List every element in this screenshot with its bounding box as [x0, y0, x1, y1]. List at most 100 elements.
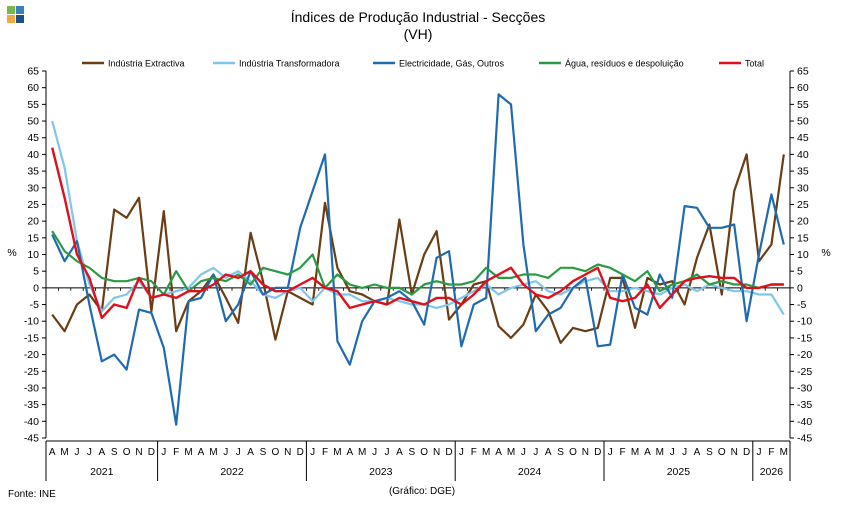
month-label: A: [694, 447, 701, 458]
y-tick-label-right: -40: [797, 416, 812, 428]
month-label: J: [385, 447, 390, 458]
y-tick-label-left: 25: [27, 199, 39, 211]
month-label: J: [533, 447, 538, 458]
y-tick-label-left: 5: [33, 266, 39, 278]
legend-label-5: Total: [745, 59, 764, 69]
month-label: F: [620, 447, 626, 458]
month-label: J: [608, 447, 613, 458]
month-label: A: [98, 447, 105, 458]
month-label: N: [731, 447, 738, 458]
y-tick-label-right: 30: [797, 182, 809, 194]
month-label: A: [644, 447, 651, 458]
month-label: J: [372, 447, 377, 458]
y-tick-label-right: -35: [797, 399, 812, 411]
series-line-5: [51, 147, 784, 320]
y-tick-label-left: -5: [30, 299, 39, 311]
month-label: S: [706, 447, 713, 458]
month-label: F: [768, 447, 774, 458]
series-line-2: [51, 120, 785, 316]
y-tick-label-left: 10: [27, 249, 39, 261]
month-label: J: [757, 447, 762, 458]
month-label: M: [60, 447, 68, 458]
series-line-1: [51, 153, 785, 344]
legend-label-4: Água, resíduos e despoluição: [565, 59, 684, 69]
month-label: J: [161, 447, 166, 458]
month-label: A: [396, 447, 403, 458]
month-label: M: [780, 447, 788, 458]
month-label: D: [445, 447, 452, 458]
y-tick-label-left: -10: [24, 316, 39, 328]
series-line-4: [51, 230, 784, 296]
month-label: F: [471, 447, 477, 458]
y-tick-label-right: -30: [797, 382, 812, 394]
month-label: D: [743, 447, 750, 458]
year-label: 2021: [90, 466, 114, 478]
y-tick-label-right: -25: [797, 366, 812, 378]
month-label: D: [148, 447, 155, 458]
month-label: J: [236, 447, 241, 458]
month-label: M: [482, 447, 490, 458]
y-tick-label-right: 35: [797, 166, 809, 178]
month-label: S: [260, 447, 267, 458]
y-tick-label-left: -40: [24, 416, 39, 428]
chart-subtitle: (VH): [404, 26, 433, 42]
month-label: M: [631, 447, 639, 458]
y-tick-label-left: -20: [24, 349, 39, 361]
y-tick-label-right: 5: [797, 266, 803, 278]
year-label: 2025: [667, 466, 691, 478]
month-label: J: [310, 447, 315, 458]
legend-label-3: Electricidade, Gás, Outros: [399, 59, 505, 69]
y-tick-label-right: 25: [797, 199, 809, 211]
month-label: O: [272, 447, 280, 458]
chart-title: Índices de Produção Industrial - Secções: [291, 9, 545, 25]
y-tick-label-right: 0: [797, 282, 803, 294]
y-tick-label-left: -15: [24, 332, 39, 344]
y-tick-label-right: 50: [797, 116, 809, 128]
month-label: S: [111, 447, 118, 458]
y-tick-label-left: 45: [27, 132, 39, 144]
y-tick-label-right: -5: [797, 299, 806, 311]
y-tick-label-left: 50: [27, 116, 39, 128]
series-line-3: [51, 93, 785, 426]
year-label: 2022: [220, 466, 244, 478]
month-label: N: [433, 447, 440, 458]
month-label: A: [49, 447, 56, 458]
month-label: J: [87, 447, 92, 458]
y-tick-label-left: -35: [24, 399, 39, 411]
month-label: F: [322, 447, 328, 458]
month-label: J: [459, 447, 464, 458]
logo: [7, 6, 24, 23]
month-label: J: [75, 447, 80, 458]
y-axis-label-right: %: [821, 247, 830, 259]
y-tick-label-right: 65: [797, 66, 809, 78]
legend: Indústria Extractiva Indústria Transforma…: [82, 59, 764, 69]
y-tick-label-left: 0: [33, 282, 39, 294]
y-tick-label-left: 35: [27, 166, 39, 178]
year-label: 2023: [369, 466, 393, 478]
y-tick-label-right: 45: [797, 132, 809, 144]
month-label: A: [495, 447, 502, 458]
logo-square-3: [7, 15, 15, 23]
month-label: O: [718, 447, 726, 458]
month-label: M: [333, 447, 341, 458]
source-note: Fonte: INE: [8, 489, 56, 500]
month-label: M: [184, 447, 192, 458]
y-tick-label-right: 55: [797, 99, 809, 111]
y-tick-label-right: 15: [797, 232, 809, 244]
month-label: D: [594, 447, 601, 458]
month-label: N: [284, 447, 291, 458]
month-label: N: [135, 447, 142, 458]
legend-label-2: Indústria Transformadora: [239, 59, 340, 69]
month-label: J: [521, 447, 526, 458]
year-label: 2026: [760, 466, 784, 478]
year-label: 2024: [518, 466, 542, 478]
month-label: J: [682, 447, 687, 458]
month-label: M: [358, 447, 366, 458]
y-tick-label-right: 10: [797, 249, 809, 261]
credit-note: (Gráfico: DGE): [389, 486, 455, 497]
y-tick-label-left: 40: [27, 149, 39, 161]
month-label: M: [656, 447, 664, 458]
month-label: O: [123, 447, 131, 458]
month-label: F: [173, 447, 179, 458]
